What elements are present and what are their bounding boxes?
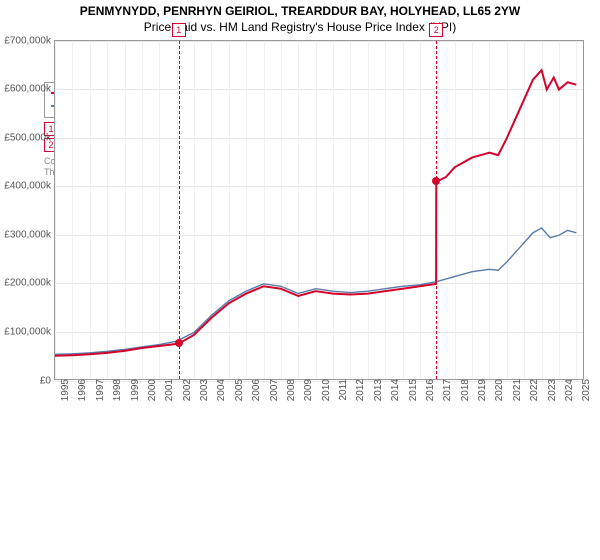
x-axis-label: 2002 <box>180 379 193 401</box>
x-axis-label: 1999 <box>128 379 141 401</box>
x-axis-label: 2008 <box>284 379 297 401</box>
x-axis-label: 2005 <box>232 379 245 401</box>
x-axis-label: 2025 <box>579 379 592 401</box>
x-axis-label: 2010 <box>319 379 332 401</box>
x-axis-label: 2022 <box>527 379 540 401</box>
x-axis-label: 2003 <box>197 379 210 401</box>
marker-dot <box>175 339 183 347</box>
x-axis-label: 2023 <box>545 379 558 401</box>
marker-badge: 2 <box>429 23 443 37</box>
x-axis-label: 2013 <box>371 379 384 401</box>
y-axis-label: £700,000k <box>4 35 55 46</box>
x-axis-label: 2021 <box>510 379 523 401</box>
x-axis-label: 2004 <box>214 379 227 401</box>
x-axis-label: 1998 <box>110 379 123 401</box>
y-axis-label: £300,000k <box>4 229 55 240</box>
plot-region: £0£100,000k£200,000k£300,000k£400,000k£5… <box>54 40 584 380</box>
x-axis-label: 2009 <box>301 379 314 401</box>
series-0 <box>55 70 576 356</box>
marker-badge: 1 <box>172 23 186 37</box>
x-axis-label: 2006 <box>249 379 262 401</box>
series-lines <box>55 41 585 381</box>
x-axis-label: 2000 <box>145 379 158 401</box>
marker-vline <box>436 41 437 379</box>
x-axis-label: 2014 <box>388 379 401 401</box>
y-axis-label: £100,000k <box>4 327 55 338</box>
x-axis-label: 2019 <box>475 379 488 401</box>
chart-container: PENMYNYDD, PENRHYN GEIRIOL, TREARDDUR BA… <box>0 0 600 560</box>
x-axis-label: 1995 <box>58 379 71 401</box>
x-axis-label: 2024 <box>562 379 575 401</box>
x-axis-label: 2011 <box>336 379 349 401</box>
x-axis-label: 1996 <box>75 379 88 401</box>
x-axis-label: 2020 <box>492 379 505 401</box>
y-axis-label: £400,000k <box>4 181 55 192</box>
x-axis-label: 2015 <box>406 379 419 401</box>
y-axis-label: £0 <box>40 375 55 386</box>
y-axis-label: £600,000k <box>4 84 55 95</box>
marker-dot <box>432 177 440 185</box>
x-axis-label: 2012 <box>353 379 366 401</box>
x-axis-label: 2017 <box>440 379 453 401</box>
x-axis-label: 2007 <box>267 379 280 401</box>
marker-vline <box>179 41 180 379</box>
x-axis-label: 1997 <box>93 379 106 401</box>
x-axis-label: 2001 <box>162 379 175 401</box>
x-axis-label: 2018 <box>458 379 471 401</box>
y-axis-label: £200,000k <box>4 278 55 289</box>
y-axis-label: £500,000k <box>4 132 55 143</box>
chart-title-line2: Price paid vs. HM Land Registry's House … <box>0 20 600 40</box>
chart-title-line1: PENMYNYDD, PENRHYN GEIRIOL, TREARDDUR BA… <box>0 0 600 20</box>
x-axis-label: 2016 <box>423 379 436 401</box>
